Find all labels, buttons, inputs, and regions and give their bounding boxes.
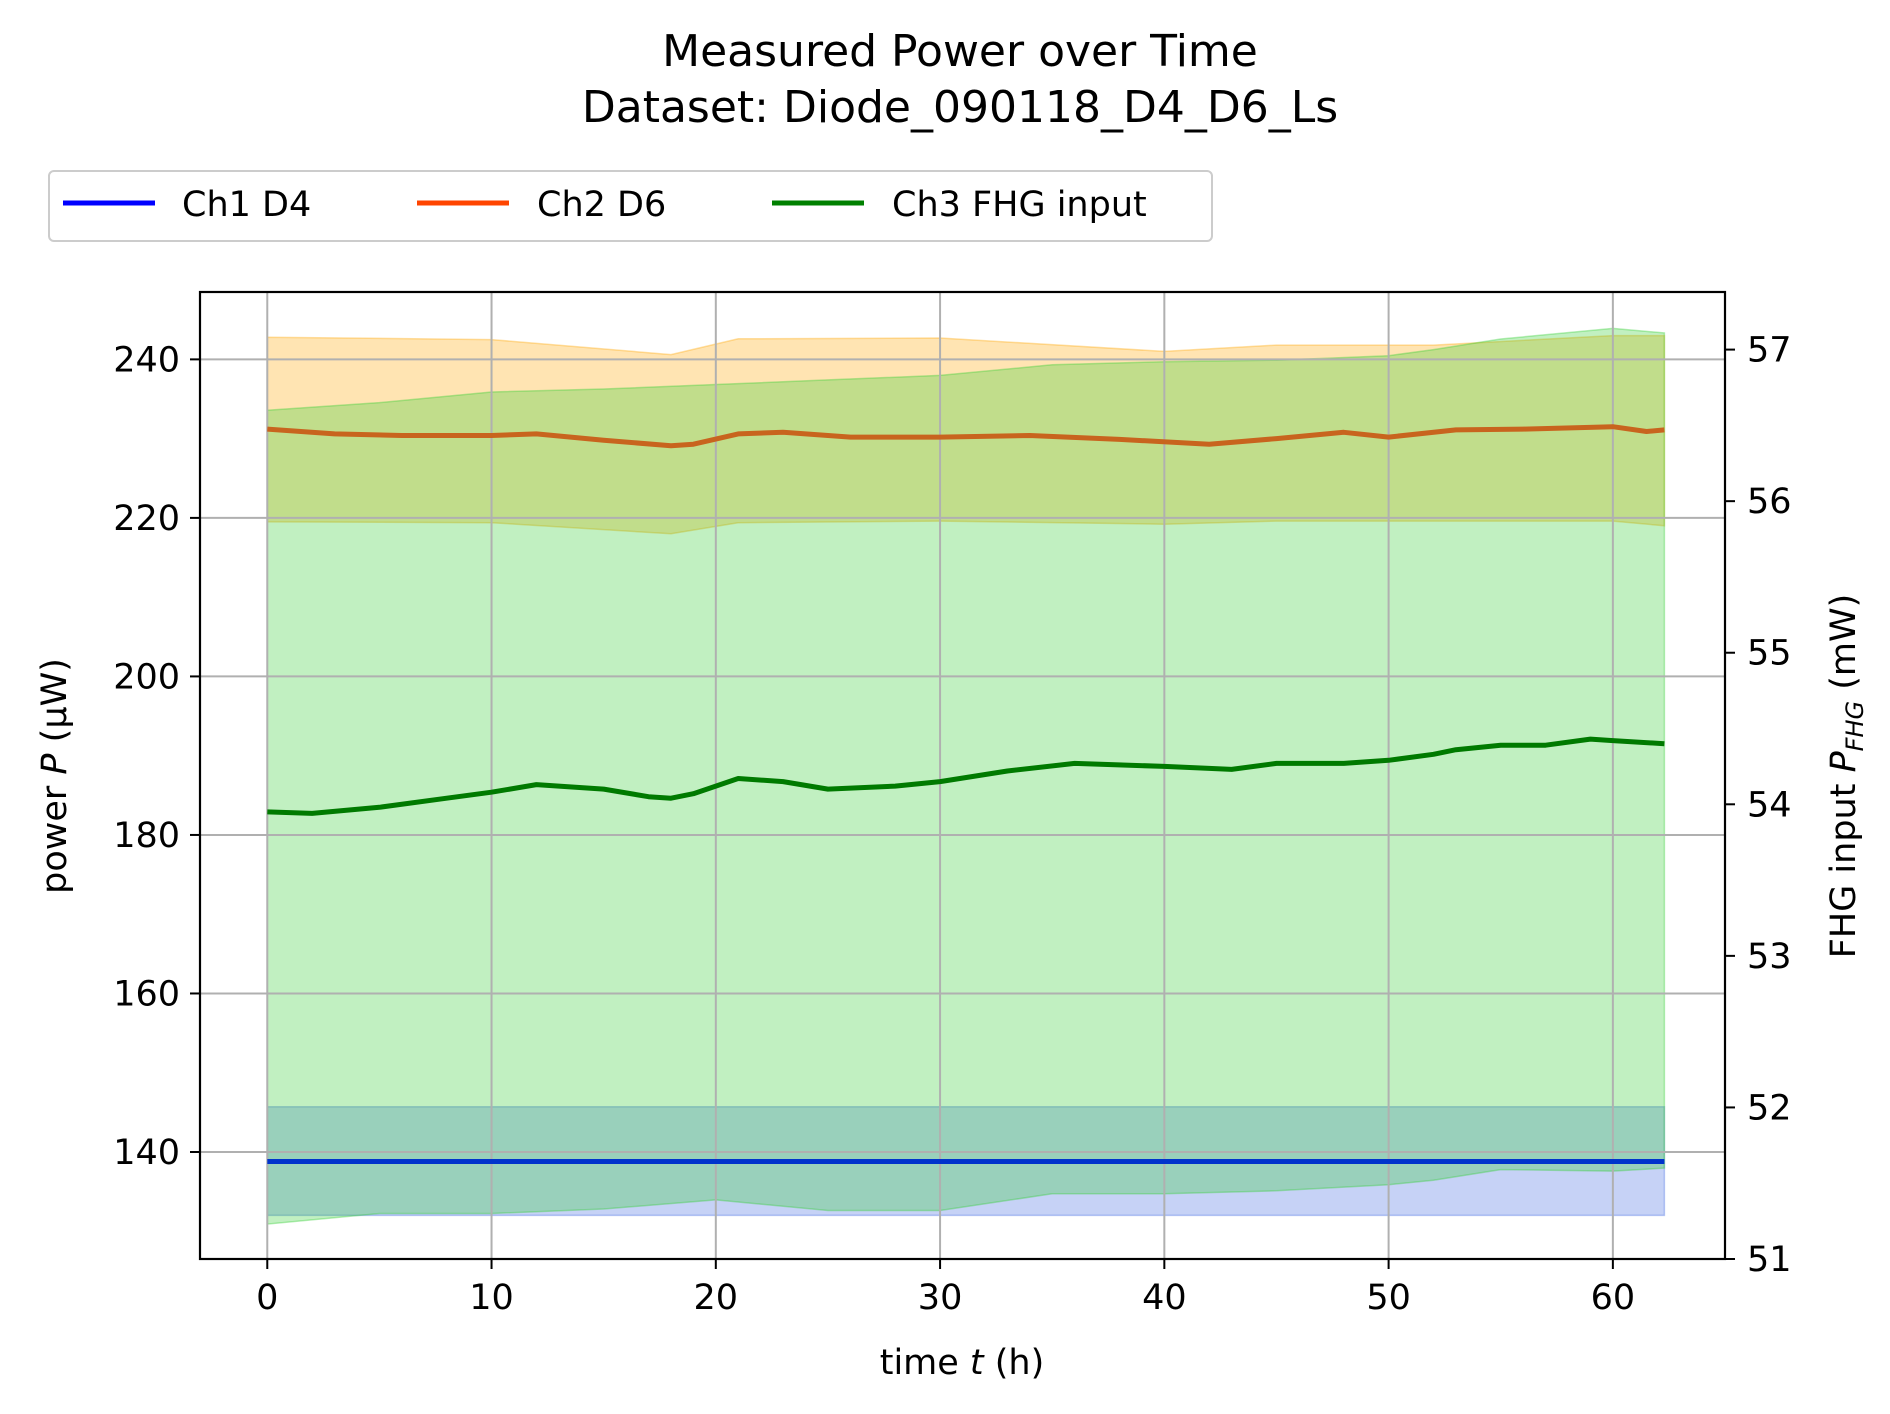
y-tick-label: 160 bbox=[113, 974, 180, 1014]
x-tick-label: 10 bbox=[469, 1278, 514, 1318]
y-tick-label: 140 bbox=[113, 1133, 180, 1173]
x-axis-ticks: 0 10 20 30 40 50 60 bbox=[256, 1259, 1635, 1318]
y-tick-label: 240 bbox=[113, 340, 180, 380]
legend-frame bbox=[48, 170, 1213, 242]
y-axis-label: power P (μW) bbox=[35, 658, 75, 894]
x-tick-label: 40 bbox=[1142, 1278, 1187, 1318]
legend-label-ch3: Ch3 FHG input bbox=[892, 185, 1147, 225]
x-tick-label: 0 bbox=[256, 1278, 278, 1318]
y2-tick-label: 51 bbox=[1747, 1240, 1792, 1280]
y-tick-label: 180 bbox=[113, 816, 180, 856]
y2-tick-label: 52 bbox=[1747, 1088, 1792, 1128]
series-line-ch3-fhg-input bbox=[267, 736, 1665, 816]
chart-title: Measured Power over Time bbox=[662, 26, 1258, 77]
y2-axis-ticks: 51 52 53 54 55 56 57 bbox=[1725, 331, 1792, 1280]
y2-axis-label: FHG input PFHG (mW) bbox=[1824, 594, 1869, 959]
x-axis-label: time t (h) bbox=[880, 1343, 1045, 1383]
y2-tick-label: 57 bbox=[1747, 331, 1792, 371]
series-line-ch2-d6 bbox=[267, 424, 1665, 449]
chart-subtitle: Dataset: Diode_090118_D4_D6_Ls bbox=[582, 82, 1338, 133]
y-axis-ticks: 140 160 180 200 220 240 bbox=[113, 340, 200, 1173]
x-tick-label: 20 bbox=[694, 1278, 739, 1318]
x-tick-label: 60 bbox=[1591, 1278, 1636, 1318]
plot-area-frame bbox=[198, 290, 1727, 1261]
y2-tick-label: 54 bbox=[1747, 785, 1792, 825]
y-tick-label: 220 bbox=[113, 499, 180, 539]
x-tick-label: 50 bbox=[1366, 1278, 1411, 1318]
y-tick-label: 200 bbox=[113, 657, 180, 697]
legend-label-ch1: Ch1 D4 bbox=[182, 185, 311, 225]
y2-tick-label: 53 bbox=[1747, 937, 1792, 977]
x-tick-label: 30 bbox=[918, 1278, 963, 1318]
y2-tick-label: 55 bbox=[1747, 634, 1792, 674]
legend-label-ch2: Ch2 D6 bbox=[537, 185, 666, 225]
grid-lines bbox=[200, 292, 1725, 1259]
y2-tick-label: 56 bbox=[1747, 482, 1792, 522]
series-lines bbox=[267, 424, 1665, 1164]
legend: Ch1 D4 Ch2 D6 Ch3 FHG input bbox=[48, 170, 1213, 242]
